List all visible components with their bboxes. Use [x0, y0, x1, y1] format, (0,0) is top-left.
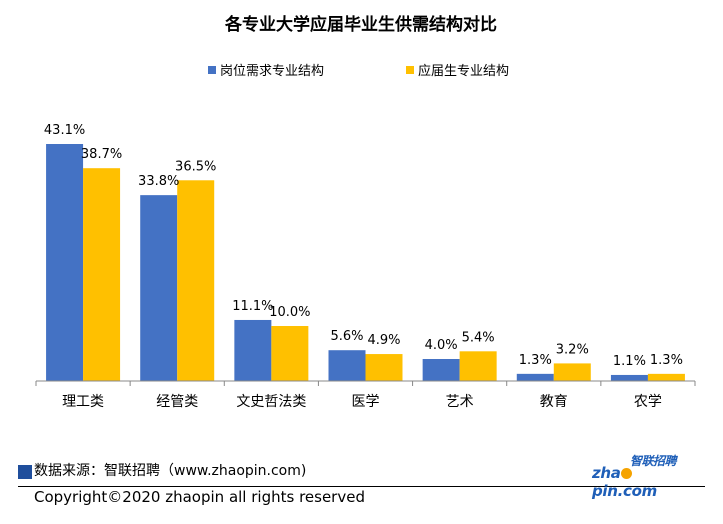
data-label-1-1: 36.5% — [175, 159, 216, 174]
x-tick-label-2: 文史哲法类 — [236, 394, 306, 410]
bar-1-6 — [647, 373, 685, 381]
bar-0-5 — [516, 373, 554, 381]
data-label-1-6: 1.3% — [650, 353, 683, 368]
x-tick-label-6: 农学 — [634, 394, 662, 410]
logo-en-right: pin.com — [592, 482, 657, 500]
source-note: 数据来源：智联招聘（www.zhaopin.com) — [18, 460, 306, 480]
bar-1-5 — [553, 363, 591, 381]
data-label-1-4: 5.4% — [462, 330, 495, 345]
logo-en-text: zhapin.com — [592, 464, 696, 500]
footer-divider — [18, 486, 705, 487]
data-label-0-5: 1.3% — [519, 353, 552, 368]
data-label-1-2: 10.0% — [269, 305, 310, 320]
bar-1-4 — [459, 351, 497, 381]
bar-0-6 — [610, 374, 648, 381]
data-label-0-3: 5.6% — [330, 329, 363, 344]
bar-1-1 — [177, 180, 215, 381]
data-label-0-0: 43.1% — [44, 123, 85, 138]
x-axis: 理工类 经管类 文史哲法类 医学 艺术 教育 农学 — [35, 380, 696, 410]
x-tick-label-5: 教育 — [540, 394, 568, 410]
bar-0-3 — [328, 350, 366, 381]
data-label-0-1: 33.8% — [138, 174, 179, 189]
data-label-0-6: 1.1% — [613, 354, 646, 369]
source-text: 数据来源：智联招聘（www.zhaopin.com) — [34, 463, 307, 479]
x-tick-label-4: 艺术 — [446, 394, 474, 410]
value-labels: 43.1% 38.7% 33.8%36.5% 11.1%10.0% 5.6% 4.9% 4.… — [44, 123, 683, 369]
legend: 岗位需求专业结构 应届生专业结构 — [208, 63, 509, 79]
bar-0-4 — [422, 359, 460, 381]
chart-title: 各专业大学应届毕业生供需结构对比 — [224, 14, 497, 35]
bars — [46, 144, 685, 381]
bar-0-1 — [140, 195, 178, 381]
bar-1-2 — [271, 326, 309, 381]
legend-label-0: 岗位需求专业结构 — [220, 64, 324, 79]
data-label-1-3: 4.9% — [367, 333, 400, 348]
legend-swatch-0 — [208, 66, 216, 74]
data-label-0-2: 11.1% — [232, 299, 273, 314]
x-tick-label-1: 经管类 — [156, 394, 198, 410]
data-label-1-5: 3.2% — [556, 342, 589, 357]
logo-en-left: zha — [592, 464, 621, 482]
legend-swatch-1 — [406, 66, 414, 74]
bar-1-0 — [83, 168, 121, 381]
x-tick-label-3: 医学 — [352, 394, 380, 410]
copyright-text: Copyright©2020 zhaopin all rights reserv… — [34, 488, 365, 506]
source-marker — [18, 465, 32, 479]
data-label-0-4: 4.0% — [425, 338, 458, 353]
logo-cn-text: 智联招聘 — [630, 454, 677, 468]
x-tick-label-0: 理工类 — [62, 394, 104, 410]
logo-dot-icon — [620, 468, 632, 479]
data-label-1-0: 38.7% — [81, 147, 122, 162]
bar-0-2 — [234, 319, 272, 381]
legend-label-1: 应届生专业结构 — [418, 63, 509, 79]
bar-1-3 — [365, 354, 403, 381]
zhaopin-logo: 智联招聘 zhapin.com — [592, 452, 696, 500]
bar-0-0 — [46, 144, 84, 381]
